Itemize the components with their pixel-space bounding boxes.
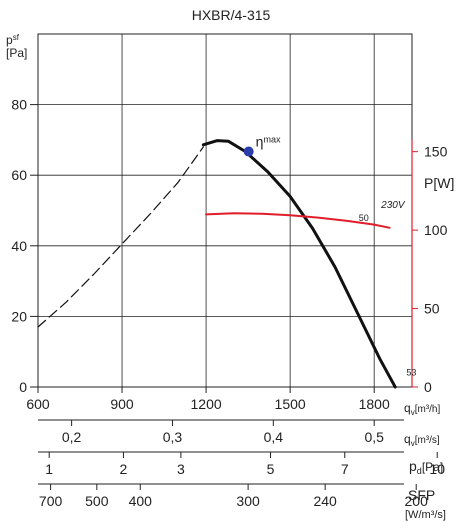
x-tick-label: 1800 xyxy=(359,396,390,412)
x-tick-label: 1500 xyxy=(275,396,306,412)
scale-pd-ticks: 1 2 3 5 7 10 xyxy=(45,452,445,477)
eta-max-point xyxy=(243,146,254,157)
scale-tick-label: 400 xyxy=(129,493,153,509)
x-ticks: 600 900 1200 1500 1800 xyxy=(26,387,390,412)
x-tick-label: 900 xyxy=(110,396,134,412)
y-left-tick-label: 40 xyxy=(11,238,27,254)
y-right-ticks: 0 50 100 150 xyxy=(411,139,448,395)
scale-tick-label: 240 xyxy=(313,493,337,509)
scale-tick-label: 0,5 xyxy=(364,429,384,445)
curve-label-50: 50 xyxy=(359,213,369,223)
scale-sfp-label: SFP xyxy=(408,487,435,503)
scale-tick-label: 700 xyxy=(39,493,63,509)
scale-pd: 1 2 3 5 7 10 pd[Pa] xyxy=(38,451,445,477)
scale-sfp-ticks: 700 500 400 300 240 200 xyxy=(39,484,428,509)
scale-tick-label: 7 xyxy=(341,461,349,477)
plot-grid xyxy=(37,33,413,388)
scale-qv-m3s: 0,2 0,3 0,4 0,5 qv[m³/s] xyxy=(38,419,440,448)
annotations-layer: ηmax 50 53 230V xyxy=(243,134,416,377)
scale-tick-label: 5 xyxy=(267,461,275,477)
x-tick-label: 1200 xyxy=(191,396,222,412)
x-tick-label: 600 xyxy=(26,396,50,412)
y-left-tick-label: 80 xyxy=(11,97,27,113)
scale-qv-m3s-label: qv[m³/s] xyxy=(404,432,440,448)
scale-tick-label: 500 xyxy=(85,493,109,509)
eta-symbol: η xyxy=(256,134,264,150)
scale-tick-label: 0,4 xyxy=(264,429,284,445)
y-left-tick-label: 20 xyxy=(11,308,27,324)
scale-tick-label: 0,3 xyxy=(163,429,183,445)
y-left-ticks: 0 20 40 60 80 xyxy=(11,97,38,395)
y-right-tick-label: 150 xyxy=(424,144,448,160)
y-right-tick-label: 0 xyxy=(424,379,432,395)
scale-tick-label: 3 xyxy=(177,461,185,477)
y-left-tick-label: 0 xyxy=(19,379,27,395)
eta-sub: max xyxy=(263,135,281,145)
y-right-axis-label: P[W] xyxy=(424,175,454,191)
scale-tick-label: 0,2 xyxy=(62,429,82,445)
y-left-label-main: p xyxy=(6,33,13,47)
plot-frame xyxy=(37,33,413,388)
series-pressure xyxy=(201,139,397,389)
scale-sfp: 700 500 400 300 240 200 SFP [W/m³/s] xyxy=(38,483,446,521)
scale-tick-label: 1 xyxy=(45,461,53,477)
y-left-tick-label: 60 xyxy=(11,167,27,183)
x-axis-label: qv[m³/h] xyxy=(404,401,440,417)
scale-sfp-unit: [W/m³/s] xyxy=(405,509,446,521)
y-right-tick-label: 50 xyxy=(424,301,440,317)
series-layer xyxy=(37,139,397,389)
scale-pd-label: pd[Pa] xyxy=(409,458,443,476)
eta-max-label: ηmax xyxy=(256,134,281,150)
scale-tick-label: 2 xyxy=(120,461,128,477)
curve-label-230v: 230V xyxy=(380,200,406,211)
scale-qv-m3s-ticks: 0,2 0,3 0,4 0,5 xyxy=(62,420,384,445)
curve-label-53: 53 xyxy=(406,367,416,377)
y-left-unit: [Pa] xyxy=(6,46,27,60)
chart-title: HXBR/4-315 xyxy=(192,7,271,23)
y-left-label-sub: sf xyxy=(13,33,20,42)
y-right-tick-label: 100 xyxy=(424,222,448,238)
scale-tick-label: 200 xyxy=(405,493,429,509)
scale-tick-label: 300 xyxy=(236,493,260,509)
y-left-axis-label: psf [Pa] xyxy=(6,33,27,60)
svg-text:psf: psf xyxy=(6,33,20,47)
series-pressure-dashed xyxy=(37,146,204,328)
scale-tick-label: 10 xyxy=(429,461,445,477)
series-power-230v xyxy=(205,212,391,229)
